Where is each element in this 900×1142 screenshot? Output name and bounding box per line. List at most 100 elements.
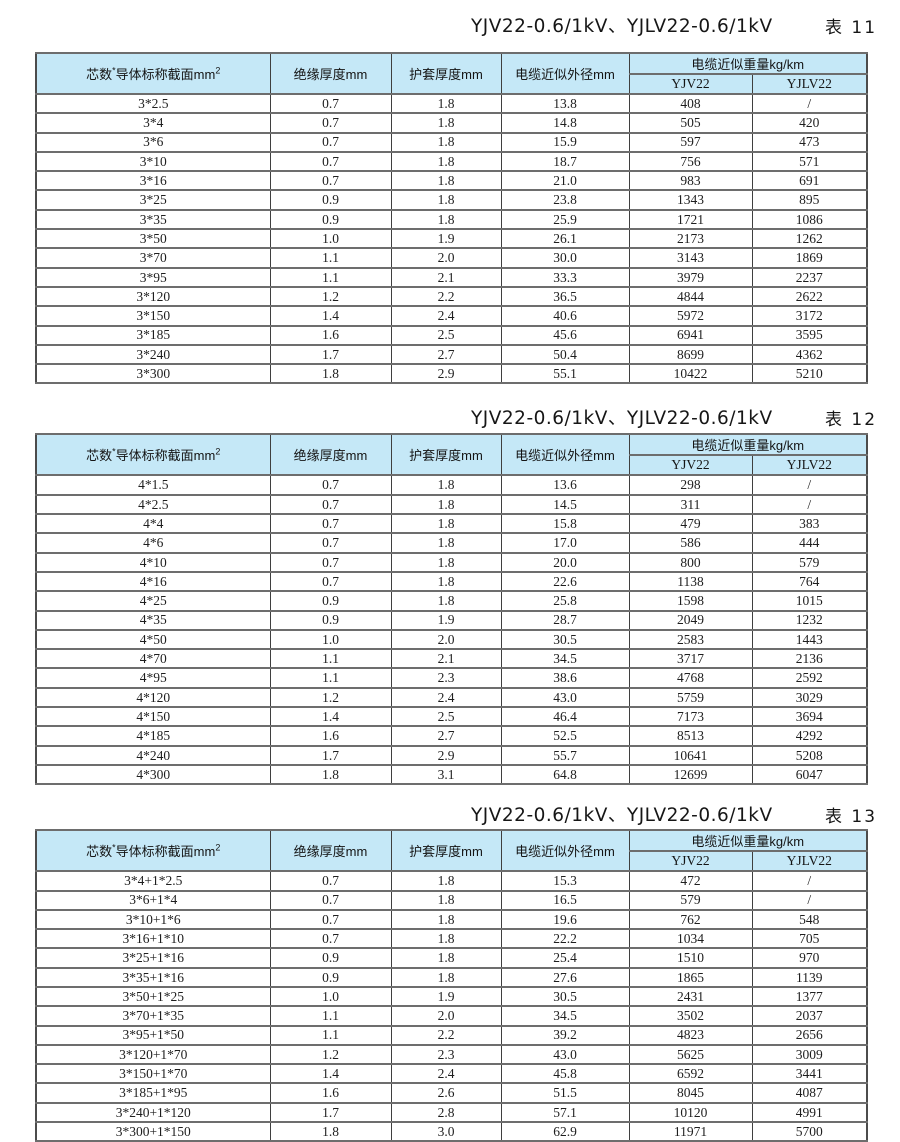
cell-weight-yjlv22: 3441 xyxy=(751,1063,868,1085)
table-row: 3*2.5 0.7 1.8 13.8 408/ xyxy=(35,92,868,115)
cell-insulation-thickness: 1.7 xyxy=(269,1101,392,1124)
cell-sheath-thickness: 1.9 xyxy=(390,228,502,250)
cell-insulation-thickness: 0.9 xyxy=(269,966,392,988)
cell-insulation-thickness: 1.8 xyxy=(269,763,392,786)
header-sup: * xyxy=(112,447,116,458)
cell-weight-yjlv22: 1015 xyxy=(751,590,868,612)
cell-sheath-thickness: 1.8 xyxy=(390,908,502,931)
col-header-yjv22: YJV22 xyxy=(628,454,753,477)
cell-weight-yjv22: 2049 xyxy=(628,609,753,631)
cell-weight-yjv22: 10641 xyxy=(628,744,753,766)
cell-weight-yjv22: 7173 xyxy=(628,706,753,728)
table-row: 3*16 0.7 1.8 21.0 983 691 xyxy=(35,170,868,192)
cell-weight-yjlv22: 2656 xyxy=(751,1024,868,1046)
cell-weight-yjv22: 1721 xyxy=(628,208,753,231)
cell-weight-yjv22: 800 xyxy=(628,551,753,573)
cell-outer-diameter: 14.8 xyxy=(500,112,630,134)
cell-outer-diameter: 16.5 xyxy=(500,889,630,911)
cell-outer-diameter: 18.7 xyxy=(500,150,630,173)
cell-sheath-thickness: 2.5 xyxy=(390,324,502,346)
spec-table: 芯数*导体标称截面mm2 绝缘厚度mm 护套厚度mm 电缆近似外径mm 电缆近似… xyxy=(35,52,869,385)
section-title: YJV22-0.6/1kV、YJLV22-0.6/1kV 表 12 xyxy=(35,404,875,430)
header-text: 导体标称截面mm xyxy=(115,67,216,82)
cell-weight-yjv22: 5972 xyxy=(628,305,753,327)
cell-outer-diameter: 34.5 xyxy=(500,1005,630,1027)
cell-outer-diameter: 30.5 xyxy=(500,985,630,1008)
cell-sheath-thickness: 1.8 xyxy=(390,947,502,969)
cell-core-section: 3*150 xyxy=(35,305,271,327)
cell-insulation-thickness: 0.7 xyxy=(269,131,392,153)
cell-core-section: 3*95+1*50 xyxy=(35,1024,271,1046)
table-header: 芯数*导体标称截面mm2 绝缘厚度mm 护套厚度mm 电缆近似外径mm 电缆近似… xyxy=(35,433,868,477)
cell-sheath-thickness: 2.1 xyxy=(390,266,502,288)
header-sup: 2 xyxy=(215,65,221,76)
cell-outer-diameter: 34.5 xyxy=(500,648,630,670)
cell-core-section: 4*185 xyxy=(35,725,271,747)
cell-weight-yjlv22: 1377 xyxy=(751,985,868,1008)
cell-weight-yjlv22: 2622 xyxy=(751,285,868,308)
cell-core-section: 4*6 xyxy=(35,532,271,554)
cell-outer-diameter: 13.6 xyxy=(500,474,630,496)
table-body: 3*2.5 0.7 1.8 13.8 408/3*4 0.7 1.8 14.8 505 420 3*… xyxy=(35,92,868,385)
table-row: 4*4 0.7 1.8 15.8 479 383 xyxy=(35,513,868,535)
col-header-sheath: 护套厚度mm xyxy=(390,433,502,477)
table-row: 3*50 1.0 1.9 26.1 2173 1262 xyxy=(35,228,868,250)
cell-outer-diameter: 26.1 xyxy=(500,228,630,250)
cell-sheath-thickness: 2.0 xyxy=(390,1005,502,1027)
table-title: YJV22-0.6/1kV、YJLV22-0.6/1kV xyxy=(471,16,773,37)
cell-insulation-thickness: 1.6 xyxy=(269,324,392,346)
cell-weight-yjv22: 298 xyxy=(628,474,753,496)
cell-insulation-thickness: 1.8 xyxy=(269,363,392,385)
col-header-yjv22: YJV22 xyxy=(628,850,753,873)
cell-insulation-thickness: 1.1 xyxy=(269,1024,392,1046)
cell-core-section: 4*2.5 xyxy=(35,493,271,516)
table-row: 4*16 0.7 1.8 22.6 1138 764 xyxy=(35,570,868,593)
cell-insulation-thickness: 0.7 xyxy=(269,513,392,535)
cell-weight-yjv22: 3143 xyxy=(628,247,753,269)
cell-insulation-thickness: 1.0 xyxy=(269,628,392,651)
cell-weight-yjlv22: 4362 xyxy=(751,343,868,366)
cell-core-section: 3*150+1*70 xyxy=(35,1063,271,1085)
cell-insulation-thickness: 0.7 xyxy=(269,474,392,496)
cell-outer-diameter: 25.9 xyxy=(500,208,630,231)
cell-core-section: 4*4 xyxy=(35,513,271,535)
header-sup: * xyxy=(112,65,116,76)
table-row: 4*300 1.8 3.1 64.8 12699 6047 xyxy=(35,763,868,786)
table-row: 4*10 0.7 1.8 20.0 800 579 xyxy=(35,551,868,573)
table-row: 4*50 1.0 2.0 30.5 2583 1443 xyxy=(35,628,868,651)
cell-weight-yjlv22: / xyxy=(751,474,868,496)
cell-weight-yjlv22: 571 xyxy=(751,150,868,173)
table-row: 3*25+1*16 0.9 1.8 25.4 1510 970 xyxy=(35,947,868,969)
cell-insulation-thickness: 1.4 xyxy=(269,1063,392,1085)
cell-outer-diameter: 30.0 xyxy=(500,247,630,269)
cell-insulation-thickness: 0.7 xyxy=(269,889,392,911)
header-sup: 2 xyxy=(215,447,221,458)
cell-sheath-thickness: 2.7 xyxy=(390,343,502,366)
col-header-weight-group: 电缆近似重量kg/km xyxy=(628,433,868,457)
table-row: 4*120 1.2 2.4 43.0 5759 3029 xyxy=(35,686,868,709)
cell-sheath-thickness: 1.8 xyxy=(390,590,502,612)
cell-core-section: 4*300 xyxy=(35,763,271,786)
table-number: 表 12 xyxy=(825,410,878,431)
table-row: 3*6 0.7 1.8 15.9 597 473 xyxy=(35,131,868,153)
cell-core-section: 3*50 xyxy=(35,228,271,250)
table-row: 4*35 0.9 1.9 28.7 2049 1232 xyxy=(35,609,868,631)
cell-outer-diameter: 14.5 xyxy=(500,493,630,516)
cell-core-section: 4*70 xyxy=(35,648,271,670)
cell-sheath-thickness: 1.8 xyxy=(390,170,502,192)
cell-insulation-thickness: 1.2 xyxy=(269,686,392,709)
header-row-2: YJV22 YJLV22 xyxy=(36,73,868,95)
cell-weight-yjv22: 5625 xyxy=(628,1043,753,1066)
cell-core-section: 4*35 xyxy=(35,609,271,631)
cell-weight-yjv22: 311 xyxy=(628,493,753,516)
header-row-1: 芯数*导体标称截面mm2 绝缘厚度mm 护套厚度mm 电缆近似外径mm 电缆近似… xyxy=(35,52,868,95)
table-row: 4*1.5 0.7 1.8 13.6 298/ xyxy=(35,474,868,496)
section-title: YJV22-0.6/1kV、YJLV22-0.6/1kV 表 13 xyxy=(35,801,875,827)
cell-weight-yjlv22: 2237 xyxy=(751,266,868,288)
cell-outer-diameter: 40.6 xyxy=(500,305,630,327)
cell-weight-yjlv22: 3595 xyxy=(751,324,868,346)
cell-insulation-thickness: 0.7 xyxy=(269,870,392,892)
cell-weight-yjv22: 983 xyxy=(628,170,753,192)
cell-outer-diameter: 23.8 xyxy=(500,189,630,211)
cell-weight-yjlv22: 1262 xyxy=(751,228,868,250)
